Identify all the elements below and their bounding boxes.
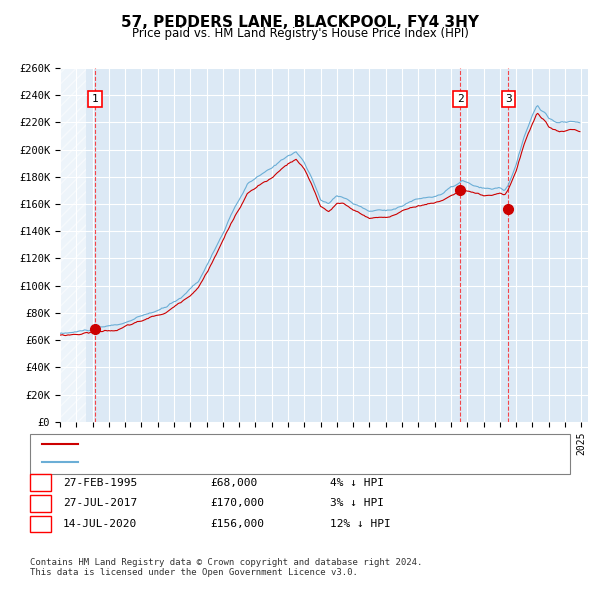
Text: £156,000: £156,000 bbox=[210, 519, 264, 529]
Text: 27-FEB-1995: 27-FEB-1995 bbox=[63, 478, 137, 487]
Text: 1: 1 bbox=[92, 94, 98, 104]
Text: Contains HM Land Registry data © Crown copyright and database right 2024.
This d: Contains HM Land Registry data © Crown c… bbox=[30, 558, 422, 577]
Text: 57, PEDDERS LANE, BLACKPOOL, FY4 3HY: 57, PEDDERS LANE, BLACKPOOL, FY4 3HY bbox=[121, 15, 479, 30]
Text: 3% ↓ HPI: 3% ↓ HPI bbox=[330, 499, 384, 508]
Text: 57, PEDDERS LANE, BLACKPOOL, FY4 3HY (detached house): 57, PEDDERS LANE, BLACKPOOL, FY4 3HY (de… bbox=[81, 440, 412, 449]
Text: 4% ↓ HPI: 4% ↓ HPI bbox=[330, 478, 384, 487]
Text: 1: 1 bbox=[37, 478, 44, 487]
Text: 12% ↓ HPI: 12% ↓ HPI bbox=[330, 519, 391, 529]
Text: 3: 3 bbox=[505, 94, 512, 104]
Text: Price paid vs. HM Land Registry's House Price Index (HPI): Price paid vs. HM Land Registry's House … bbox=[131, 27, 469, 40]
Text: 14-JUL-2020: 14-JUL-2020 bbox=[63, 519, 137, 529]
Text: 3: 3 bbox=[37, 519, 44, 529]
Text: £170,000: £170,000 bbox=[210, 499, 264, 508]
Text: 2: 2 bbox=[457, 94, 464, 104]
Text: £68,000: £68,000 bbox=[210, 478, 257, 487]
Text: HPI: Average price, detached house, Blackpool: HPI: Average price, detached house, Blac… bbox=[81, 457, 362, 467]
Text: 27-JUL-2017: 27-JUL-2017 bbox=[63, 499, 137, 508]
Text: 2: 2 bbox=[37, 499, 44, 508]
